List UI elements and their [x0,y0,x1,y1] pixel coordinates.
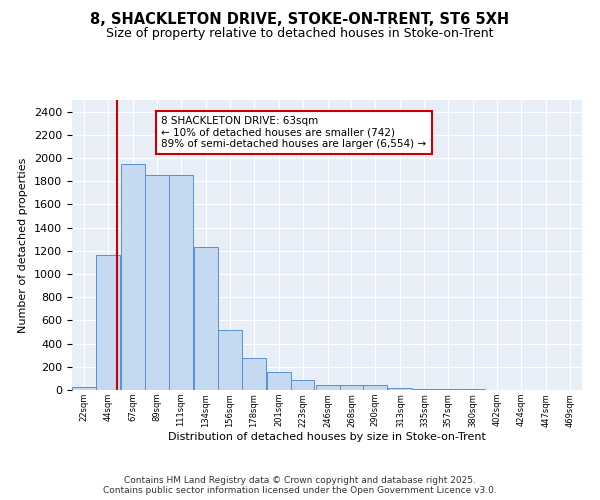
Text: 8, SHACKLETON DRIVE, STOKE-ON-TRENT, ST6 5XH: 8, SHACKLETON DRIVE, STOKE-ON-TRENT, ST6… [91,12,509,28]
Text: Size of property relative to detached houses in Stoke-on-Trent: Size of property relative to detached ho… [106,28,494,40]
Bar [388,388,412,390]
Y-axis label: Number of detached properties: Number of detached properties [19,158,28,332]
Bar [364,386,388,390]
Text: Contains public sector information licensed under the Open Government Licence v3: Contains public sector information licen… [103,486,497,495]
Bar [194,248,218,390]
Bar [316,385,340,390]
Bar [340,385,364,390]
Bar [72,387,96,390]
Bar [145,175,169,390]
Bar [412,389,436,390]
Bar [218,330,242,390]
X-axis label: Distribution of detached houses by size in Stoke-on-Trent: Distribution of detached houses by size … [168,432,486,442]
Bar [121,164,145,390]
Bar [290,380,314,390]
Bar [96,256,120,390]
Bar [266,372,290,390]
Bar [242,358,266,390]
Bar [169,175,193,390]
Text: Contains HM Land Registry data © Crown copyright and database right 2025.: Contains HM Land Registry data © Crown c… [124,476,476,485]
Text: 8 SHACKLETON DRIVE: 63sqm
← 10% of detached houses are smaller (742)
89% of semi: 8 SHACKLETON DRIVE: 63sqm ← 10% of detac… [161,116,427,149]
